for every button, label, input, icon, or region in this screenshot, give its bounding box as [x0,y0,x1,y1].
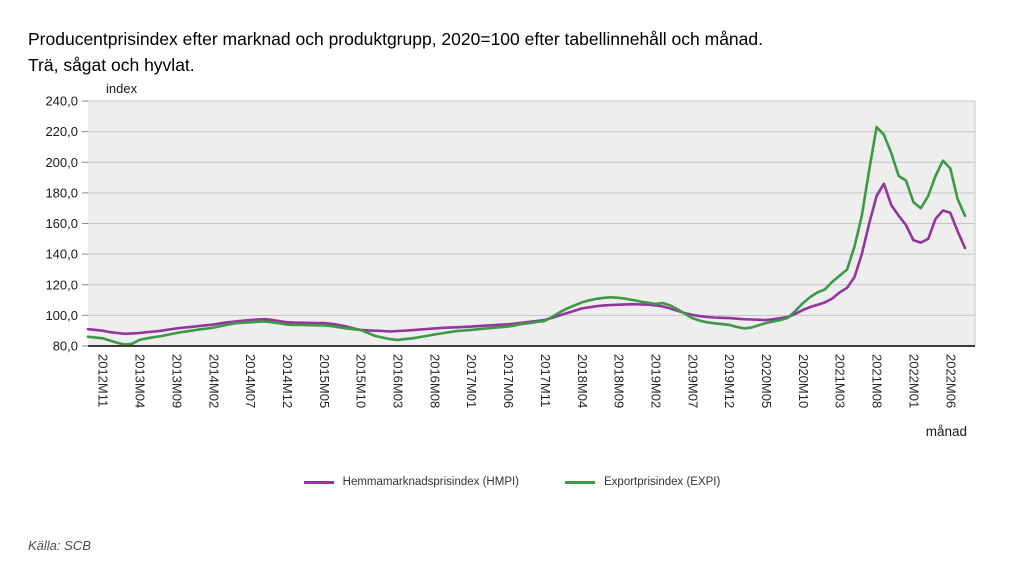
x-tick-label: 2016M08 [427,354,442,408]
x-tick-label: 2020M10 [796,354,811,408]
line-chart: 240,0 220,0 200,0 180,0 160,0 140,0 120,0 100,0… [45,81,976,439]
x-tick-label: 2013M04 [133,354,148,408]
x-tick-label: 2017M11 [538,354,553,407]
y-tick-label: 80,0 [53,339,78,354]
x-tick-label: 2017M01 [464,354,479,408]
legend-item-expi: Exportprisindex (EXPI) [565,476,720,488]
x-tick-label: 2013M09 [169,354,184,408]
x-tick-label: 2022M06 [943,354,958,408]
chart-title-line2: Trä, sågat och hyvlat. [28,55,195,75]
x-tick-label: 2022M01 [906,354,921,408]
y-tick-label: 200,0 [45,155,78,170]
chart-legend: Hemmamarknadsprisindex (HMPI) Exportpris… [0,476,1024,488]
legend-item-hmpi: Hemmamarknadsprisindex (HMPI) [303,476,520,488]
x-tick-label: 2018M04 [575,354,590,408]
x-tick-label: 2019M12 [722,354,737,408]
x-tick-label: 2016M03 [391,354,406,408]
x-tick-label: 2015M05 [317,354,332,408]
chart-title: Producentprisindex efter marknad och pro… [28,26,763,78]
chart-title-line1: Producentprisindex efter marknad och pro… [28,29,763,49]
expi-series-line [86,125,967,346]
y-tick-label: 100,0 [45,308,78,323]
x-tick-label: 2021M03 [833,354,848,408]
x-tick-label: 2014M02 [206,354,221,408]
expi-line-swatch [565,480,596,484]
x-axis-title: månad [926,424,967,439]
hmpi-line-swatch [303,480,334,484]
x-tick-label: 2017M06 [501,354,516,408]
x-tick-label: 2014M12 [280,354,295,408]
y-axis-title: index [106,81,138,96]
x-tick-label: 2020M05 [759,354,774,408]
x-tick-label: 2015M10 [354,354,369,408]
chart-canvas: 240,0 220,0 200,0 180,0 160,0 140,0 120,0 100,0… [45,81,976,439]
y-tick-label: 140,0 [45,247,78,262]
x-tick-label: 2019M07 [685,354,700,408]
x-tick-label: 2014M07 [243,354,258,408]
x-tick-label: 2019M02 [648,354,663,408]
x-tick-label: 2021M08 [870,354,885,408]
source-note: Källa: SCB [28,538,91,553]
legend-label-hmpi: Hemmamarknadsprisindex (HMPI) [342,476,520,488]
y-tick-label: 220,0 [45,124,78,139]
x-tick-label: 2012M11 [96,354,111,407]
y-tick-label: 240,0 [45,94,78,109]
y-tick-label: 120,0 [45,277,78,292]
y-tick-label: 160,0 [45,216,78,231]
y-tick-label: 180,0 [45,185,78,200]
legend-label-expi: Exportprisindex (EXPI) [604,476,721,488]
x-tick-label: 2018M09 [612,354,627,408]
